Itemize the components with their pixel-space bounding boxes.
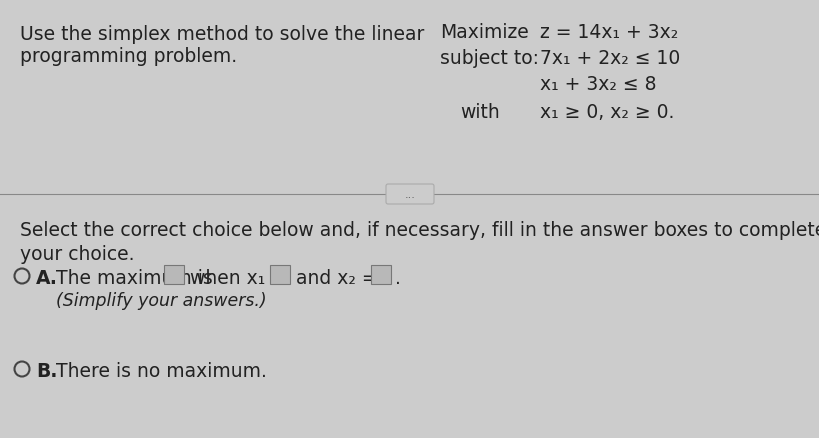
Text: Select the correct choice below and, if necessary, fill in the answer boxes to c: Select the correct choice below and, if … xyxy=(20,220,819,240)
FancyBboxPatch shape xyxy=(370,265,391,284)
Text: B.: B. xyxy=(36,361,57,380)
FancyBboxPatch shape xyxy=(164,265,183,284)
Text: when x₁ =: when x₁ = xyxy=(190,268,287,287)
Text: The maximum is: The maximum is xyxy=(56,268,212,287)
Text: Maximize: Maximize xyxy=(440,23,528,42)
Text: and x₂ =: and x₂ = xyxy=(296,268,378,287)
Text: .: . xyxy=(395,268,400,287)
Text: A.: A. xyxy=(36,268,58,287)
FancyBboxPatch shape xyxy=(269,265,290,284)
Text: with: with xyxy=(459,103,499,122)
Text: x₁ + 3x₂ ≤ 8: x₁ + 3x₂ ≤ 8 xyxy=(540,75,656,94)
Text: Use the simplex method to solve the linear: Use the simplex method to solve the line… xyxy=(20,25,424,44)
Text: programming problem.: programming problem. xyxy=(20,47,237,66)
Text: x₁ ≥ 0, x₂ ≥ 0.: x₁ ≥ 0, x₂ ≥ 0. xyxy=(540,103,673,122)
Text: z = 14x₁ + 3x₂: z = 14x₁ + 3x₂ xyxy=(540,23,677,42)
Text: your choice.: your choice. xyxy=(20,244,134,263)
Text: subject to:: subject to: xyxy=(440,49,538,68)
FancyBboxPatch shape xyxy=(386,184,433,205)
Text: 7x₁ + 2x₂ ≤ 10: 7x₁ + 2x₂ ≤ 10 xyxy=(540,49,680,68)
Text: There is no maximum.: There is no maximum. xyxy=(56,361,266,380)
Text: ...: ... xyxy=(404,190,415,200)
Text: (Simplify your answers.): (Simplify your answers.) xyxy=(56,291,266,309)
